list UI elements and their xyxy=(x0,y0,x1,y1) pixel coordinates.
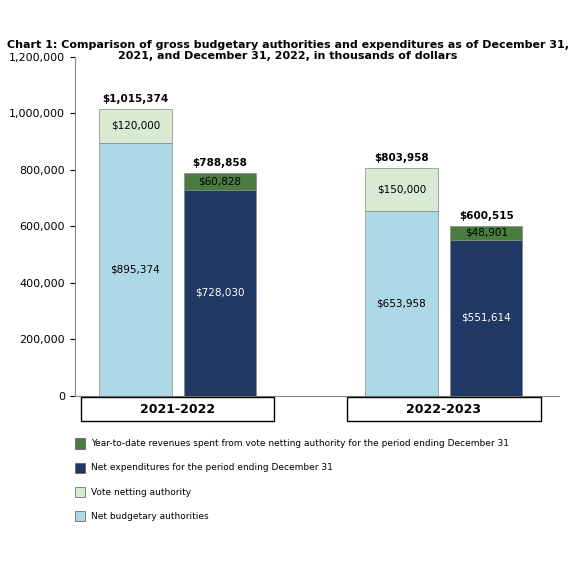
Text: $653,958: $653,958 xyxy=(377,298,426,308)
Text: $895,374: $895,374 xyxy=(111,264,160,274)
Text: $728,030: $728,030 xyxy=(195,288,245,298)
Text: 2022-2023: 2022-2023 xyxy=(406,402,482,416)
Bar xyxy=(99,142,172,396)
Text: $788,858: $788,858 xyxy=(192,158,248,168)
Text: $150,000: $150,000 xyxy=(377,185,426,194)
Text: Vote netting authority: Vote netting authority xyxy=(91,488,191,497)
Bar xyxy=(365,168,438,211)
Text: Year-to-date revenues spent from vote netting authority for the period ending De: Year-to-date revenues spent from vote ne… xyxy=(91,439,509,448)
Text: $803,958: $803,958 xyxy=(374,153,429,163)
Text: $60,828: $60,828 xyxy=(199,176,241,186)
Bar xyxy=(99,108,172,142)
Text: $48,901: $48,901 xyxy=(465,228,507,238)
Bar xyxy=(184,173,256,190)
Text: $600,515: $600,515 xyxy=(458,211,514,221)
Text: Chart 1: Comparison of gross budgetary authorities and expenditures as of Decemb: Chart 1: Comparison of gross budgetary a… xyxy=(7,40,569,61)
Text: Net budgetary authorities: Net budgetary authorities xyxy=(91,512,209,521)
Bar xyxy=(450,240,522,396)
Text: $551,614: $551,614 xyxy=(461,312,511,323)
Bar xyxy=(450,226,522,240)
Text: Net expenditures for the period ending December 31: Net expenditures for the period ending D… xyxy=(91,463,333,472)
Text: $120,000: $120,000 xyxy=(111,120,160,131)
Bar xyxy=(184,190,256,396)
Text: $1,015,374: $1,015,374 xyxy=(102,94,169,103)
Bar xyxy=(365,211,438,396)
Text: 2021-2022: 2021-2022 xyxy=(140,402,215,416)
